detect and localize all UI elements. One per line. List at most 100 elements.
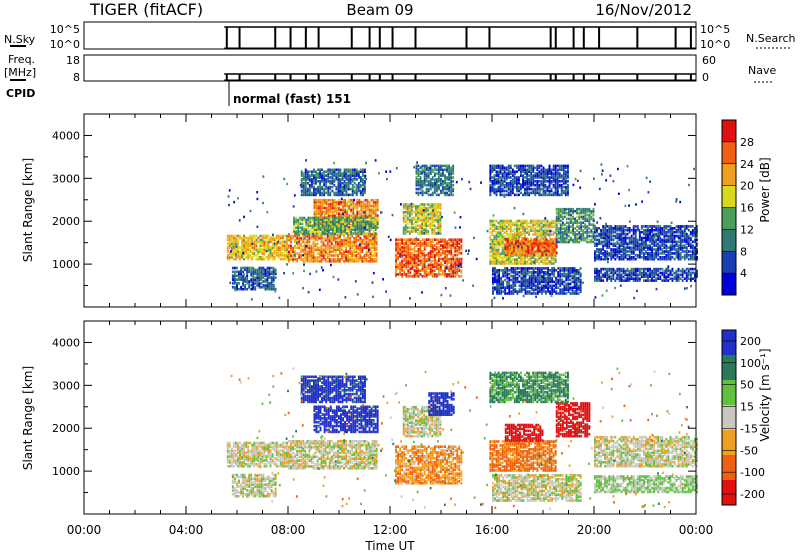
- cell-0-1136: [330, 199, 332, 202]
- cell-0-4218: [551, 180, 553, 183]
- cell-0-3192: [502, 220, 504, 223]
- cell-0-1691: [363, 217, 365, 220]
- cell-0-2764: [429, 223, 431, 226]
- cell-0-2977: [438, 165, 440, 168]
- cell-0-4016: [516, 165, 518, 168]
- cell-0-3946: [504, 167, 506, 170]
- cell-0-1627: [344, 223, 346, 226]
- cell-0-3861: [489, 165, 491, 168]
- cell-0-3931: [502, 172, 504, 175]
- cell-0-3996: [514, 194, 516, 197]
- cell-0-2913: [428, 180, 430, 183]
- cell-0-4499: [523, 267, 525, 270]
- cell-0-549: [294, 239, 296, 242]
- cell-0-4818: [556, 233, 558, 236]
- cell-0-3230: [506, 220, 508, 223]
- cell-0-140: [251, 235, 253, 238]
- cell-0-3649: [555, 258, 557, 261]
- cell-0-3211: [504, 220, 506, 223]
- cell-0-4208: [549, 176, 551, 179]
- cell-0-4627: [545, 277, 547, 280]
- cell-0-198: [264, 235, 266, 238]
- cell-0-1397: [371, 209, 373, 212]
- cell-0-2149: [401, 238, 403, 241]
- cell-0-563: [298, 252, 300, 255]
- cell-0-922: [359, 237, 361, 240]
- power-cells: [227, 159, 698, 300]
- cell-0-359: [242, 267, 244, 270]
- cell-0-4004: [514, 165, 516, 168]
- cell-0-1321: [358, 211, 360, 214]
- cell-0-3406: [526, 260, 528, 263]
- cell-0-4484: [521, 277, 523, 280]
- cell-0-3346: [518, 220, 520, 223]
- cell-0-2400: [436, 273, 438, 276]
- cell-0-4406: [506, 292, 508, 295]
- cell-0-1179: [336, 201, 338, 204]
- cell-0-1915: [333, 178, 335, 181]
- cell-0-795: [339, 258, 341, 261]
- cell-0-2382: [432, 244, 434, 247]
- cell-0-2163: [403, 238, 405, 241]
- cell-0-3951: [506, 182, 508, 185]
- cell-0-1130: [330, 214, 332, 217]
- cell-0-4056: [524, 180, 526, 183]
- cell-0-1710: [369, 221, 371, 224]
- cell-0-4202: [549, 190, 551, 193]
- cell-0-2033: [354, 169, 356, 172]
- cell-0-2665: [413, 226, 415, 229]
- cell-0-2109: [397, 256, 399, 259]
- cell-0-2546: [454, 258, 456, 261]
- cell-0-165: [257, 241, 259, 244]
- cell-0-3735: [525, 254, 527, 257]
- cell-0-2438: [440, 248, 442, 251]
- cell-0-4193: [547, 186, 549, 189]
- cell-0-275: [280, 241, 282, 244]
- cell-0-4652: [549, 273, 551, 276]
- cell-0-4266: [557, 165, 559, 168]
- cell-0-4106: [532, 188, 534, 191]
- cell-0-1645: [350, 224, 352, 227]
- cell-0-4337: [492, 277, 494, 280]
- cell-0-4560: [533, 267, 535, 270]
- cell-0-4313: [565, 170, 567, 173]
- cell-0-2656: [411, 217, 413, 220]
- cell-0-1754: [303, 182, 305, 185]
- cell-0-4027: [518, 165, 520, 168]
- cell-0-979: [370, 239, 372, 242]
- freq-unit: [MHz]: [4, 66, 36, 79]
- beam-title: Beam 09: [346, 1, 413, 19]
- cell-0-1258: [348, 199, 350, 202]
- cell-0-1605: [338, 217, 340, 220]
- cell-0-3382: [522, 220, 524, 223]
- cell-0-908: [357, 239, 359, 242]
- cell-0-2210: [409, 252, 411, 255]
- cell-0-3737: [525, 248, 527, 251]
- cell-0-2839: [440, 203, 442, 206]
- cell-0-1124: [328, 199, 330, 202]
- cell-0-770: [335, 258, 337, 261]
- cell-0-358: [242, 271, 244, 274]
- cell-0-234: [272, 243, 274, 246]
- cell-0-3750: [529, 250, 531, 253]
- cell-0-384: [248, 267, 250, 270]
- cell-0-1852: [321, 186, 323, 189]
- cell-0-3629: [551, 233, 553, 236]
- cell-0-3345: [518, 224, 520, 227]
- cell-0-149: [253, 235, 255, 238]
- cell-0-904: [357, 252, 359, 255]
- cell-0-2115: [397, 242, 399, 245]
- cell-0-73: [239, 250, 241, 253]
- cell-0-3923: [502, 194, 504, 197]
- cell-0-3302: [514, 231, 516, 234]
- cell-0-3763: [533, 252, 535, 255]
- cell-0-2899: [426, 184, 428, 187]
- cell-0-3761: [531, 240, 533, 243]
- cell-0-1991: [348, 194, 350, 197]
- cell-0-2396: [434, 248, 436, 251]
- cell-0-2437: [440, 252, 442, 255]
- nsky-tick-top: 10^5: [50, 23, 80, 36]
- cell-0-1788: [309, 184, 311, 187]
- cell-0-2621: [405, 215, 407, 218]
- cell-0-4885: [564, 208, 566, 211]
